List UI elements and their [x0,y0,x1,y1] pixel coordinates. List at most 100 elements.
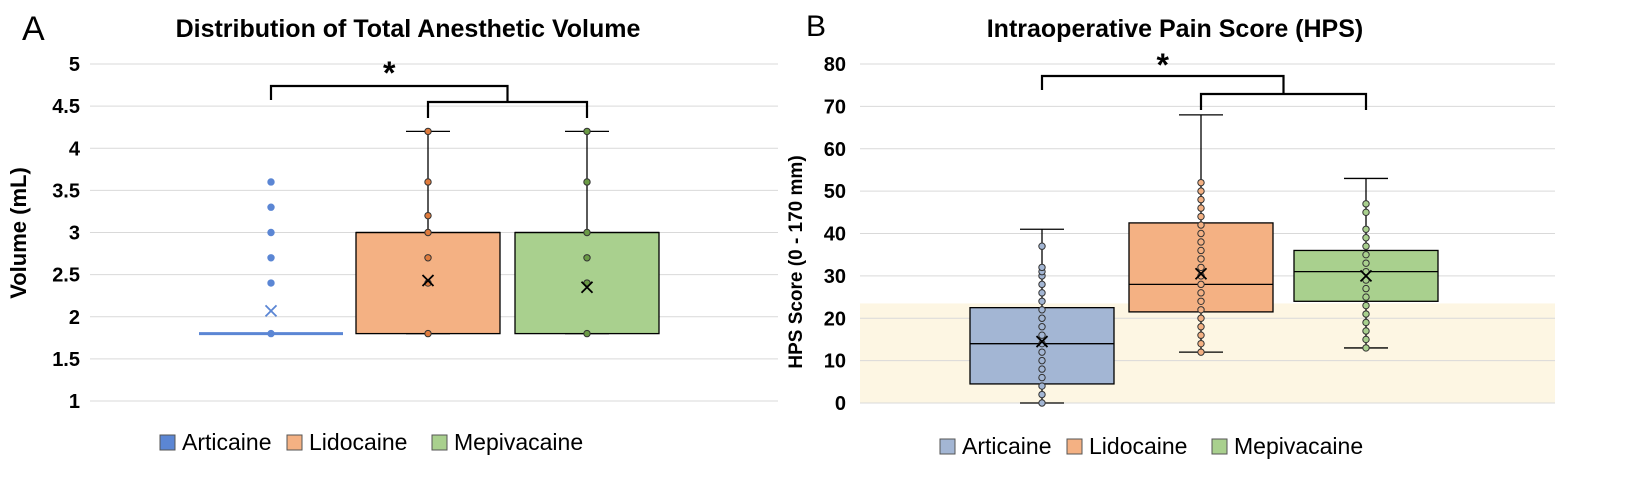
data-point [1197,178,1205,187]
data-point [424,329,432,338]
y-tick-label: 70 [824,96,846,118]
data-point [267,178,275,186]
data-point [1197,263,1205,272]
box-lidocaine [1128,114,1274,356]
data-point [1038,382,1046,390]
y-tick-label: 60 [824,139,846,161]
data-point [1362,242,1370,250]
data-point [1362,344,1370,352]
data-point [424,178,432,186]
data-point [267,329,275,338]
data-point [424,127,432,136]
significance-bracket-outer [1040,74,1285,94]
data-point [1197,246,1205,255]
data-point [1197,306,1205,314]
data-point [1362,293,1370,301]
data-point [1197,238,1205,246]
mean-marker [1194,267,1208,280]
y-tick-label: 2 [69,307,80,329]
data-point [583,228,591,237]
data-point [1038,263,1046,272]
data-point [1038,306,1046,314]
data-point [1362,284,1370,293]
data-point [424,254,432,262]
data-point [1038,280,1046,289]
box-articaine [969,228,1115,407]
data-point [1197,339,1205,348]
panel-b: B Intraoperative Pain Score (HPS) HPS Sc… [786,10,1555,459]
mean-marker [1035,335,1049,348]
y-tick-label: 50 [824,181,846,203]
data-point [1038,373,1046,382]
legend-label: Lidocaine [1089,433,1187,459]
legend: Articaine Lidocaine Mepivacaine [159,429,583,455]
data-point [267,228,275,237]
legend-label: Mepivacaine [454,429,583,455]
significance-bracket-outer [269,84,509,102]
data-point [1197,280,1205,289]
legend-label: Lidocaine [309,429,407,455]
y-tick-label: 0 [835,393,846,415]
data-point [1038,356,1046,365]
mean-marker [264,304,278,317]
data-point [1197,229,1205,238]
y-axis-label: Volume (mL) [6,167,31,299]
y-tick-label: 10 [824,351,846,373]
data-point [1197,195,1205,204]
y-tick-label: 4.5 [52,96,80,118]
legend-swatch-lidocaine [286,434,303,451]
data-point [1362,335,1370,344]
mean-marker [580,281,594,294]
panel-a: A Distribution of Total Anesthetic Volum… [6,10,778,455]
data-point [267,203,275,211]
data-point [1038,289,1046,297]
panel-label: B [806,10,826,43]
data-point [1038,365,1046,373]
data-point [267,279,275,287]
y-tick-label: 80 [824,54,846,76]
box-mepivacaine [514,127,660,338]
data-point [1038,390,1046,399]
y-tick-label: 40 [824,224,846,246]
data-point [1362,250,1370,259]
data-point [1197,289,1205,297]
y-tick-label: 3 [69,223,80,245]
data-point [1038,323,1046,331]
data-point [1197,204,1205,212]
data-point [267,254,275,262]
data-point [424,211,432,220]
data-point [1197,212,1205,221]
y-tick-label: 5 [69,54,80,76]
data-point [1038,331,1046,339]
legend: Articaine Lidocaine Mepivacaine [939,433,1363,459]
significance-label: * [383,55,396,91]
y-tick-label: 20 [824,308,846,330]
data-point [424,228,432,237]
data-point [1197,221,1205,229]
data-point [1362,208,1370,217]
legend-swatch-lidocaine [1066,438,1083,455]
data-point [1197,187,1205,195]
data-point [1362,318,1370,327]
data-point [1038,297,1046,305]
data-point [1038,399,1046,407]
data-point [1197,297,1205,305]
box-articaine [199,178,343,338]
legend-swatch-articaine [939,438,956,455]
legend-label: Articaine [182,429,271,455]
legend-swatch-articaine [159,434,176,451]
data-point [583,178,591,186]
legend-label: Articaine [962,433,1051,459]
data-point [1197,348,1205,356]
data-point [1362,310,1370,318]
y-tick-label: 1.5 [52,349,80,371]
chart-title: Intraoperative Pain Score (HPS) [987,15,1364,43]
y-tick-label: 1 [69,391,80,413]
panel-label: A [22,10,45,48]
data-point [583,127,591,136]
data-point [583,329,591,338]
box-lidocaine [355,127,501,338]
data-point [1197,323,1205,331]
significance-label: * [1157,47,1170,83]
